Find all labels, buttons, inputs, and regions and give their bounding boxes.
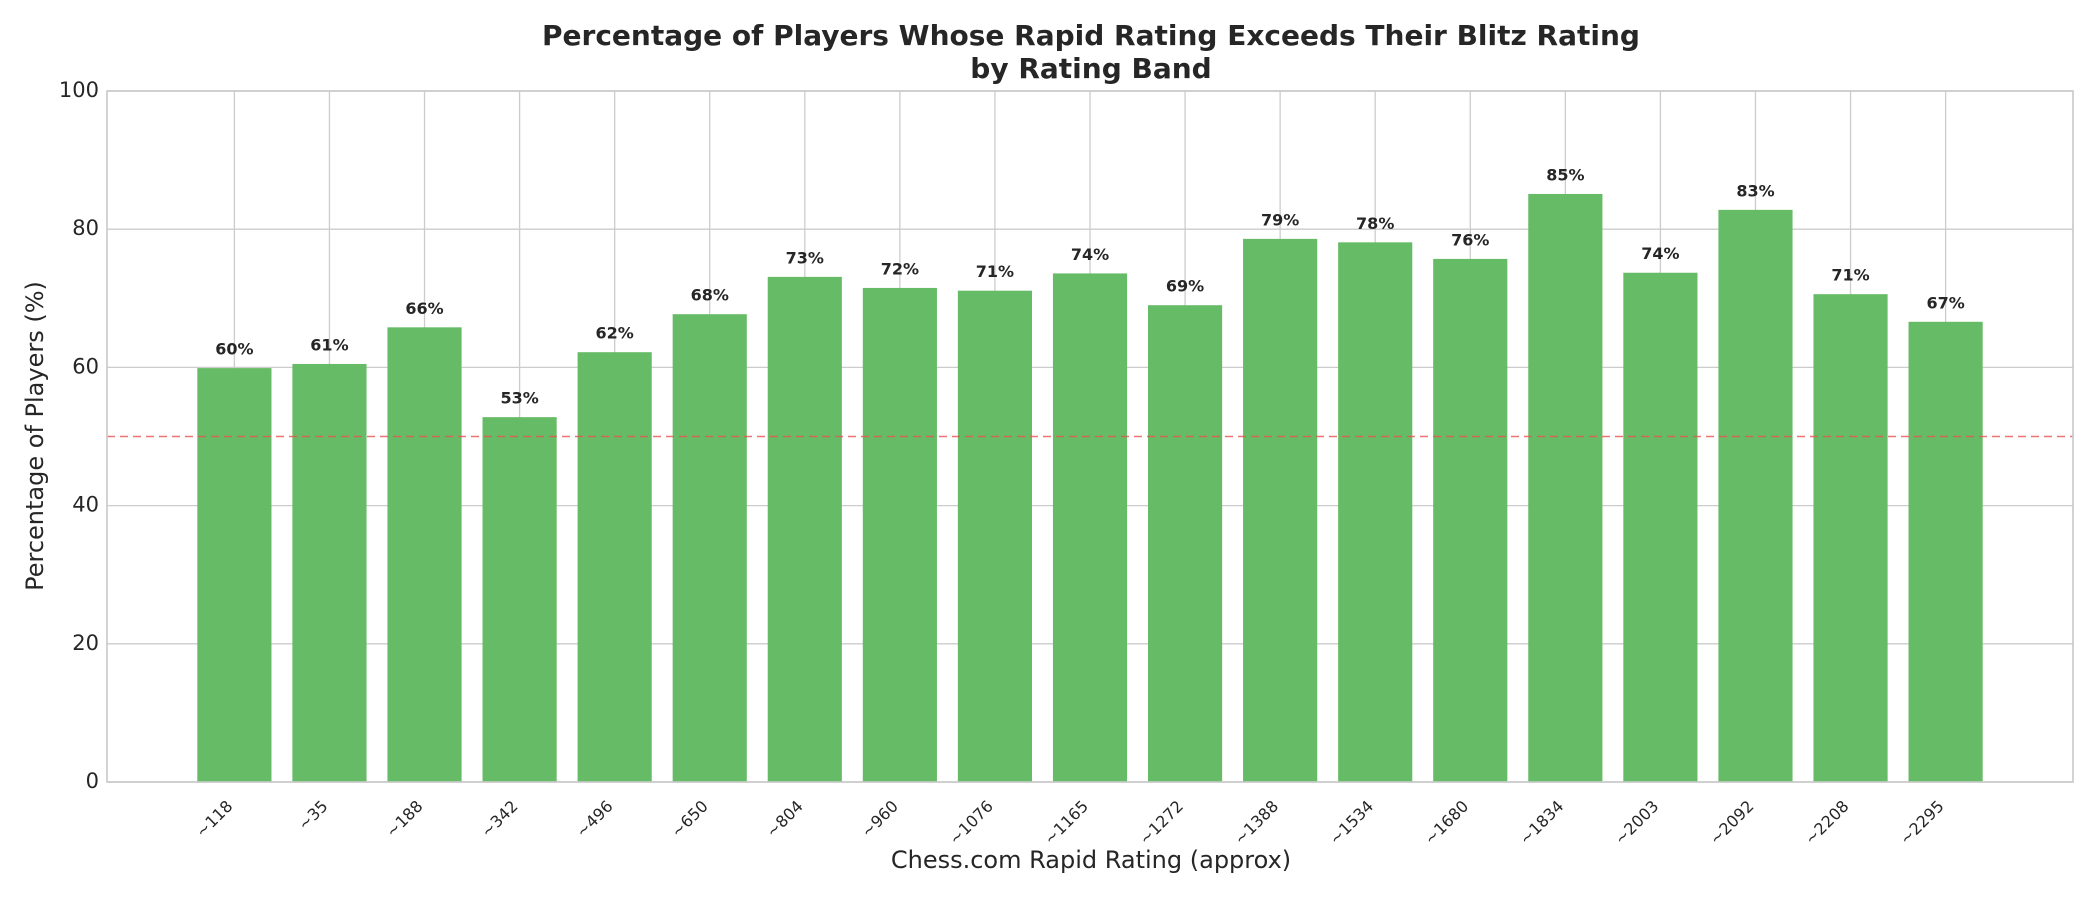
x-tick-label: ~1834 [1516, 797, 1568, 849]
value-label: 73% [786, 248, 824, 267]
bar [1147, 305, 1223, 782]
bar [387, 327, 462, 782]
y-axis-label: Percentage of Players (%) [21, 281, 49, 591]
bar [482, 417, 557, 782]
x-tick-label: ~496 [572, 797, 617, 842]
value-label: 62% [596, 324, 634, 343]
x-axis-label: Chess.com Rapid Rating (approx) [891, 846, 1291, 874]
x-tick-label: ~342 [477, 797, 522, 842]
value-label: 74% [1641, 244, 1679, 263]
bar [1433, 258, 1508, 783]
bar [862, 287, 937, 782]
x-tick-label: ~2295 [1896, 797, 1948, 849]
bar [1718, 209, 1793, 783]
x-tick-label: ~188 [382, 797, 427, 842]
value-label: 53% [500, 389, 538, 408]
value-label: 66% [405, 299, 443, 318]
value-label: 85% [1546, 165, 1584, 184]
bar [1052, 273, 1128, 782]
y-tick-label: 80 [72, 216, 99, 240]
x-tick-label: ~650 [667, 797, 712, 842]
value-label: 69% [1166, 277, 1204, 296]
value-label: 71% [976, 262, 1014, 281]
plot-frame [106, 90, 2074, 783]
value-label: 79% [1261, 210, 1299, 229]
bar [577, 352, 652, 782]
bar [1908, 321, 1983, 782]
x-tick-label: ~960 [857, 797, 902, 842]
value-label: 61% [310, 335, 348, 354]
value-label: 76% [1451, 230, 1489, 249]
bar [672, 314, 747, 782]
x-tick-label: ~1076 [945, 797, 997, 849]
chart-title: Percentage of Players Whose Rapid Rating… [542, 19, 1640, 52]
bar [1528, 193, 1603, 783]
y-tick-label: 60 [72, 354, 99, 378]
x-tick-label: ~2208 [1801, 797, 1853, 849]
x-tick-label: ~2092 [1706, 797, 1758, 849]
bar [957, 290, 1033, 782]
x-tick-label: ~1680 [1421, 797, 1473, 849]
x-tick-label: ~1534 [1326, 797, 1378, 849]
x-tick-label: ~1165 [1040, 797, 1092, 849]
x-tick-label: ~2003 [1611, 797, 1663, 849]
x-tick-label: ~1388 [1230, 797, 1282, 849]
y-tick-label: 20 [72, 631, 99, 655]
bar [1813, 294, 1888, 782]
value-label: 74% [1071, 245, 1109, 264]
bar [197, 368, 272, 782]
chart-title: by Rating Band [970, 52, 1211, 85]
bar [1623, 272, 1698, 782]
bar [1338, 242, 1413, 783]
bar [1243, 238, 1318, 782]
value-label: 72% [881, 259, 919, 278]
x-tick-label: ~804 [762, 797, 807, 842]
y-tick-label: 100 [59, 78, 99, 102]
x-tick-label: ~1272 [1135, 797, 1187, 849]
bar [292, 363, 367, 782]
x-tick-label: ~35 [294, 797, 331, 834]
value-label: 67% [1926, 293, 1964, 312]
y-tick-label: 40 [72, 493, 99, 517]
y-tick-label: 0 [86, 769, 99, 793]
bar [767, 276, 842, 782]
value-label: 60% [215, 340, 253, 359]
value-label: 83% [1736, 181, 1774, 200]
value-label: 78% [1356, 214, 1394, 233]
value-label: 71% [1831, 266, 1869, 285]
x-tick-label: ~118 [192, 797, 237, 842]
value-label: 68% [691, 286, 729, 305]
